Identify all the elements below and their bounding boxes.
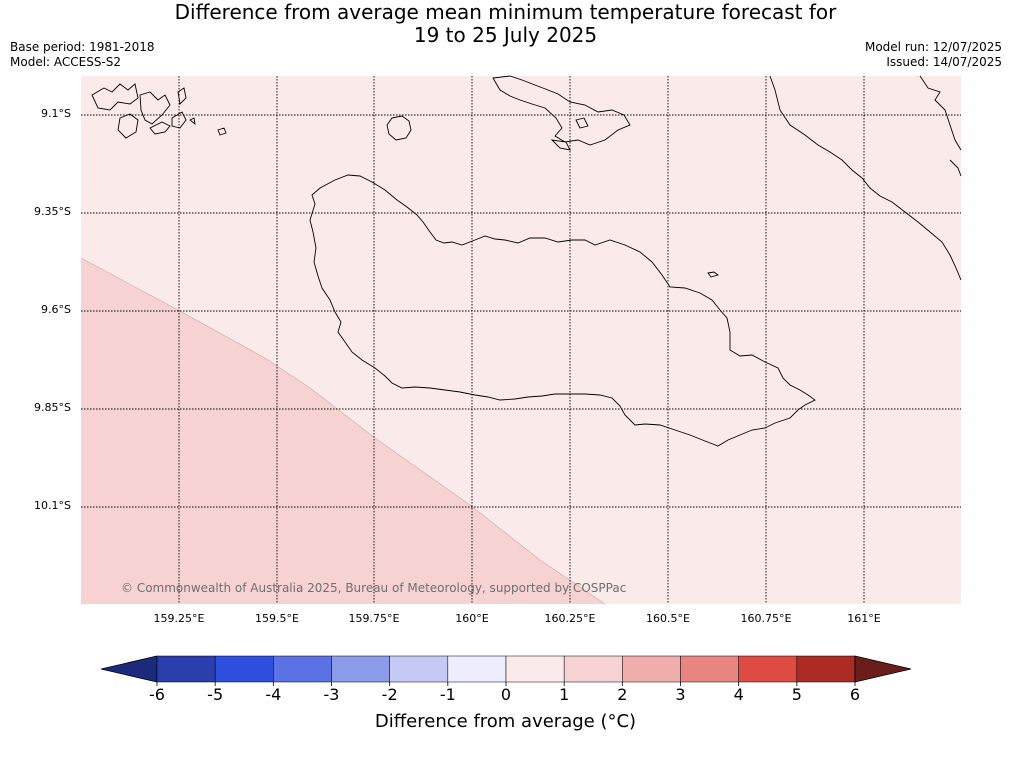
latitude-label: 9.35°S [34, 205, 71, 218]
issued-text: Issued: 14/07/2025 [886, 55, 1002, 69]
colorbar-tick-label: -3 [323, 685, 340, 704]
colorbar-segment [156, 655, 216, 683]
longitude-label: 159.25°E [153, 612, 205, 625]
colorbar-segment [214, 655, 274, 683]
longitude-label: 161°E [847, 612, 881, 625]
guadalcanal-coastline [309, 174, 816, 447]
anomaly-boundary-line [80, 257, 606, 605]
colorbar-segment [505, 655, 565, 683]
colorbar-segment [680, 655, 739, 683]
colorbar-segment [447, 655, 507, 683]
latitude-label: 9.85°S [34, 401, 71, 414]
colorbar-tick-label: 1 [559, 685, 570, 704]
longitude-label: 159.75°E [348, 612, 400, 625]
colorbar-extend-low [100, 655, 158, 683]
savo-island-coastline [386, 115, 412, 141]
map-anomaly-fill-southwest [81, 258, 605, 604]
malaita-north-coastline [919, 75, 962, 151]
florida-islands-coastline [492, 75, 631, 151]
colorbar-segment [273, 655, 332, 683]
colorbar-tick-label: -1 [439, 685, 456, 704]
colorbar-segment [563, 655, 623, 683]
colorbar-tick-label: 0 [500, 685, 512, 704]
colorbar-tick-label: 6 [849, 685, 861, 704]
colorbar-segment [622, 655, 681, 683]
longitude-label: 160°E [455, 612, 489, 625]
colorbar-extend-high [854, 655, 912, 683]
map-gridlines [81, 76, 961, 604]
colorbar-tick-label: 2 [617, 685, 628, 704]
copyright-text: © Commonwealth of Australia 2025, Bureau… [121, 581, 627, 595]
colorbar-tick-label: -6 [149, 685, 165, 704]
chart-title-line2: 19 to 25 July 2025 [413, 23, 598, 47]
longitude-label: 160.5°E [646, 612, 690, 625]
longitude-label: 160.75°E [740, 612, 792, 625]
chart-title-line1: Difference from average mean minimum tem… [174, 0, 837, 24]
colorbar-tick-label: 4 [733, 685, 744, 704]
chart-title: Difference from average mean minimum tem… [0, 1, 1011, 47]
colorbar-segment [738, 655, 798, 683]
coastlines [91, 75, 962, 447]
russell-islands-coastline [91, 83, 227, 139]
base-period-text: Base period: 1981-2018 [10, 40, 155, 54]
latitude-label: 10.1°S [34, 499, 71, 512]
model-text: Model: ACCESS-S2 [10, 55, 122, 69]
colorbar-segments [100, 655, 912, 686]
malaita-east-coastline [949, 159, 962, 177]
colorbar-segment [389, 655, 449, 683]
latitude-label: 9.6°S [41, 303, 71, 316]
meta-right: Model run: 12/07/2025 Issued: 14/07/2025 [865, 40, 1002, 70]
islet-coastline [707, 271, 719, 278]
model-run-text: Model run: 12/07/2025 [864, 40, 1002, 54]
colorbar-segment [331, 655, 390, 683]
colorbar-tick-label: -5 [207, 685, 224, 704]
colorbar-segment [796, 655, 856, 683]
colorbar-tick-label: 3 [675, 685, 686, 704]
longitude-label: 160.25°E [544, 612, 596, 625]
colorbar-tick-label: -2 [381, 685, 398, 704]
longitude-label: 159.5°E [255, 612, 299, 625]
malaita-coastline [769, 75, 962, 281]
colorbar-tick-label: -4 [265, 685, 282, 704]
colorbar-tick-label: 5 [791, 685, 802, 704]
latitude-label: 9.1°S [41, 107, 71, 120]
forecast-map [80, 75, 962, 605]
meta-left: Base period: 1981-2018 Model: ACCESS-S2 [10, 40, 155, 70]
colorbar-label: Difference from average (°C) [374, 711, 637, 732]
